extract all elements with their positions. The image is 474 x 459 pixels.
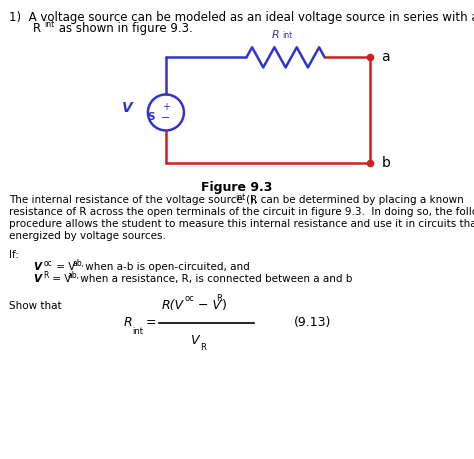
Text: a: a [382, 50, 390, 64]
Text: procedure allows the student to measure this internal resistance and use it in c: procedure allows the student to measure … [9, 219, 474, 230]
Text: int: int [132, 327, 143, 336]
Text: oc: oc [185, 294, 195, 302]
Text: −: − [161, 113, 171, 123]
Text: The internal resistance of the voltage source (R: The internal resistance of the voltage s… [9, 195, 258, 205]
Text: when a resistance, R, is connected between a and b: when a resistance, R, is connected betwe… [77, 274, 353, 285]
Text: R: R [44, 271, 49, 280]
Text: R: R [271, 30, 279, 40]
Text: oc: oc [44, 259, 52, 268]
Text: S: S [147, 112, 155, 122]
Text: int: int [282, 31, 292, 40]
Text: ab,: ab, [72, 259, 84, 268]
Text: R: R [123, 316, 132, 330]
Text: energized by voltage sources.: energized by voltage sources. [9, 231, 166, 241]
Text: V: V [33, 274, 41, 285]
Text: If:: If: [9, 250, 19, 260]
Text: V: V [190, 334, 198, 347]
Text: +: + [162, 102, 170, 112]
Text: =: = [146, 316, 156, 330]
Text: int: int [236, 193, 246, 202]
Text: − V: − V [194, 299, 221, 312]
Text: ab,: ab, [68, 271, 80, 280]
Text: R(V: R(V [161, 299, 183, 312]
Text: int: int [44, 20, 55, 29]
Text: b: b [382, 156, 391, 170]
Text: ), can be determined by placing a known: ), can be determined by placing a known [250, 195, 464, 205]
Text: V: V [33, 262, 41, 272]
Text: Show that: Show that [9, 301, 62, 311]
Text: as shown in figure 9.3.: as shown in figure 9.3. [55, 22, 192, 34]
Text: when a-b is open-circuited, and: when a-b is open-circuited, and [82, 262, 249, 272]
Text: = V: = V [53, 262, 75, 272]
Text: Figure 9.3: Figure 9.3 [201, 181, 273, 194]
Text: = V: = V [49, 274, 71, 285]
Text: resistance of R across the open terminals of the circuit in figure 9.3.  In doin: resistance of R across the open terminal… [9, 207, 474, 217]
Text: ): ) [222, 299, 227, 312]
Text: R: R [33, 22, 41, 34]
Text: R: R [216, 294, 221, 302]
Text: V: V [122, 101, 133, 115]
Text: (9.13): (9.13) [294, 316, 331, 330]
Text: R: R [200, 343, 206, 352]
Text: 1)  A voltage source can be modeled as an ideal voltage source in series with a : 1) A voltage source can be modeled as an… [9, 11, 474, 24]
